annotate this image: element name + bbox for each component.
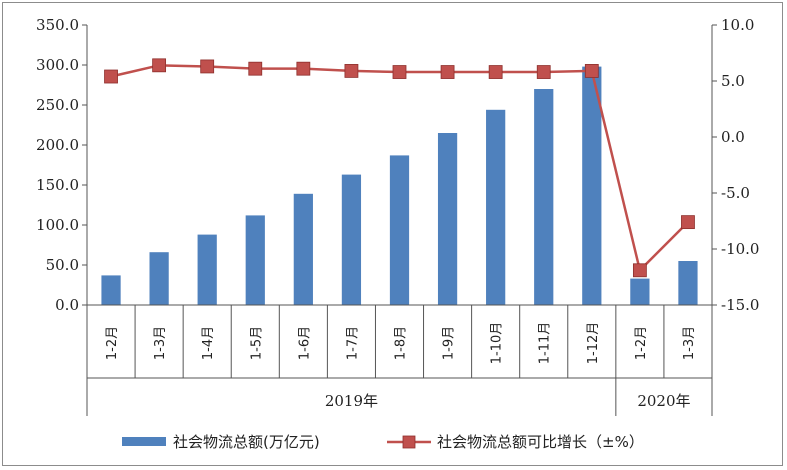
line-point <box>344 64 359 78</box>
right-tick-label: 0.0 <box>721 128 745 146</box>
chart-frame: 0.0 50.0 100.0 150.0 200.0 250.0 300.0 350.0 -1… <box>2 2 783 466</box>
bar <box>101 275 121 305</box>
category-label: 1-2月 <box>105 326 120 360</box>
category-label: 1-3月 <box>682 326 697 360</box>
right-tick-label: -10.0 <box>721 240 759 258</box>
bar <box>534 89 554 305</box>
line-point <box>392 65 407 79</box>
year-group-label: 2019年 <box>325 392 378 410</box>
bar <box>437 133 458 305</box>
left-tick-label: 350.0 <box>36 16 79 34</box>
category-label: 1-6月 <box>297 326 312 360</box>
category-label: 1-4月 <box>201 326 216 360</box>
category-label: 1-11月 <box>538 322 553 365</box>
left-tick-label: 100.0 <box>36 216 79 234</box>
left-tick-label: 300.0 <box>36 56 79 74</box>
category-label: 1-2月 <box>634 326 649 360</box>
category-label: 1-8月 <box>394 326 409 360</box>
category-label: 1-9月 <box>442 326 457 360</box>
category-label: 1-7月 <box>345 326 360 360</box>
line-point <box>296 61 311 76</box>
right-axis: -15.0 -10.0 -5.0 0.0 5.0 10.0 <box>711 16 759 314</box>
line-point <box>152 58 167 73</box>
bar <box>245 215 265 305</box>
left-tick-label: 150.0 <box>36 176 79 194</box>
category-label: 1-5月 <box>249 326 264 360</box>
category-label: 1-10月 <box>490 322 505 365</box>
x-axis: 1-2月 1-3月 1-4月 1-5月 1-6月 1-7月 1-8月 1-9月 1-10月 1-1… <box>86 304 713 416</box>
line-point <box>440 65 455 79</box>
bar <box>630 278 650 305</box>
category-label: 1-12月 <box>586 322 601 365</box>
bar-series <box>101 66 698 305</box>
right-tick-label: 10.0 <box>721 16 754 34</box>
line-point <box>248 61 263 76</box>
line-series <box>104 58 695 278</box>
legend: 社会物流总额(万亿元) 社会物流总额可比增长（±%） <box>122 433 644 451</box>
right-tick-label: -15.0 <box>721 296 759 314</box>
bar <box>149 252 169 305</box>
line-point <box>536 65 551 79</box>
chart-svg: 0.0 50.0 100.0 150.0 200.0 250.0 300.0 350.0 -1… <box>36 16 759 451</box>
bar <box>341 174 362 305</box>
bar <box>582 66 602 305</box>
line-point <box>104 69 118 84</box>
bar <box>486 109 506 305</box>
line-point <box>200 59 215 74</box>
left-tick-label: 200.0 <box>36 136 79 154</box>
right-tick-label: -5.0 <box>721 184 750 202</box>
left-tick-label: 50.0 <box>46 256 79 274</box>
legend-line-marker <box>402 435 416 449</box>
bar <box>197 234 217 305</box>
bar <box>678 261 698 305</box>
left-tick-label: 250.0 <box>36 96 79 114</box>
left-tick-label: 0.0 <box>55 296 79 314</box>
line-point <box>632 263 647 278</box>
bar <box>389 155 410 305</box>
left-axis: 0.0 50.0 100.0 150.0 200.0 250.0 300.0 350.0 <box>36 16 88 314</box>
line-point <box>681 215 695 230</box>
category-label: 1-3月 <box>153 326 168 360</box>
legend-bar-swatch <box>122 437 166 446</box>
year-group-label: 2020年 <box>637 392 690 410</box>
line-point <box>488 65 503 79</box>
legend-line-label: 社会物流总额可比增长（±%） <box>437 433 644 451</box>
line-point <box>584 64 599 78</box>
right-tick-label: 5.0 <box>721 72 745 90</box>
bar <box>293 193 313 305</box>
legend-bar-label: 社会物流总额(万亿元) <box>173 433 320 451</box>
